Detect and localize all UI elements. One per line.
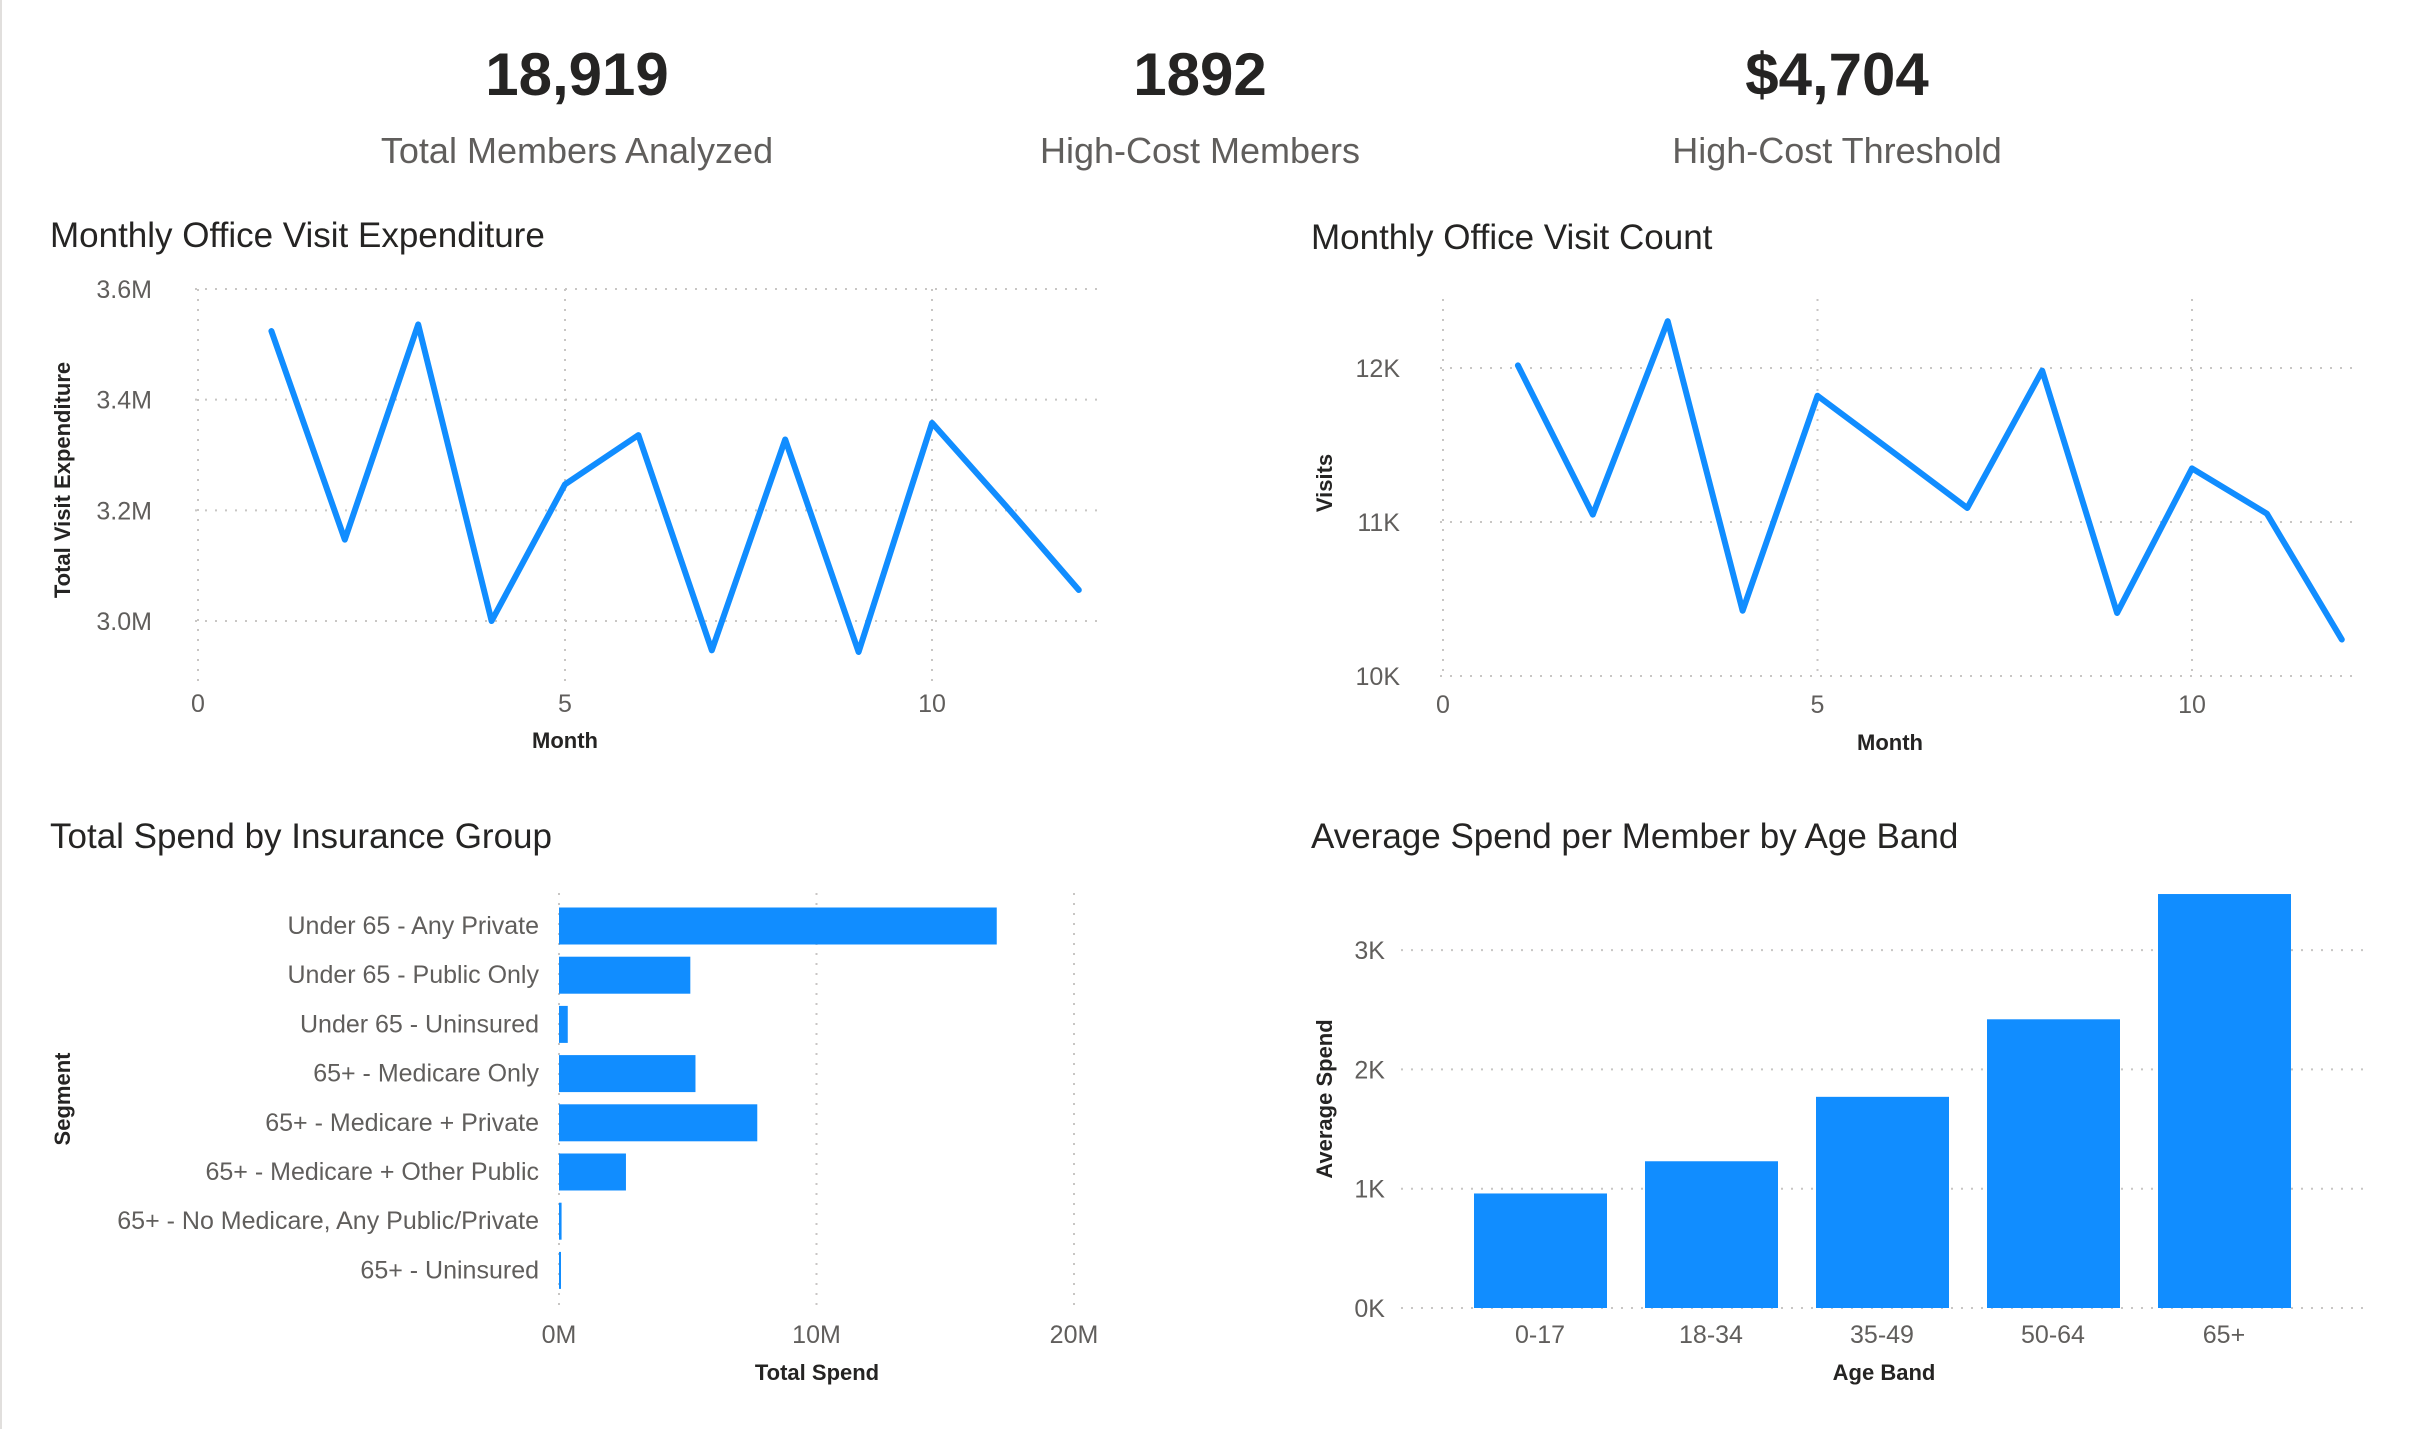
category-label: 65+ - No Medicare, Any Public/Private [117, 1207, 539, 1235]
x-tick-label: 5 [558, 690, 572, 718]
bar [2158, 894, 2291, 1308]
y-axis-title: Visits [1312, 454, 1337, 512]
y-tick-label: 2K [1354, 1056, 1385, 1084]
y-axis-title: Average Spend [1312, 1019, 1337, 1178]
y-axis-title: Total Visit Expenditure [50, 362, 75, 598]
category-label: 65+ - Medicare + Other Public [206, 1158, 540, 1186]
series-line [1514, 318, 2345, 643]
x-tick-label: 0M [542, 1321, 577, 1349]
x-tick-label: 10 [918, 690, 946, 718]
bar [559, 1005, 568, 1043]
x-tick-label: 10M [792, 1321, 841, 1349]
kpi-high-cost-threshold: $4,704 High-Cost Threshold [1672, 41, 2001, 171]
kpi-label: High-Cost Threshold [1672, 130, 2001, 171]
bar [1987, 1019, 2120, 1308]
category-label: 65+ - Medicare Only [313, 1060, 539, 1088]
x-tick-label: 20M [1050, 1321, 1099, 1349]
category-label: Under 65 - Public Only [287, 961, 539, 989]
y-tick-label: 3.4M [96, 387, 152, 415]
bar [559, 1153, 626, 1191]
x-tick-label: 10 [2178, 691, 2206, 719]
y-tick-label: 10K [1356, 663, 1401, 691]
y-tick-label: 1K [1354, 1176, 1385, 1204]
category-label: 65+ - Medicare + Private [265, 1109, 539, 1137]
bar [559, 1251, 561, 1289]
x-axis-title: Total Spend [755, 1360, 879, 1385]
y-axis-title: Segment [50, 1052, 75, 1146]
x-tick-label: 5 [1811, 691, 1825, 719]
category-label: 18-34 [1679, 1321, 1743, 1349]
x-tick-label: 0 [1436, 691, 1450, 719]
bar [1474, 1193, 1607, 1308]
x-axis-title: Month [1857, 730, 1923, 755]
x-tick-label: 0 [191, 690, 205, 718]
canvas-border [0, 0, 2, 1429]
category-label: Under 65 - Any Private [287, 912, 539, 940]
chart-title-age-band: Average Spend per Member by Age Band [1311, 817, 1958, 856]
category-label: 50-64 [2021, 1321, 2085, 1349]
y-tick-label: 0K [1354, 1295, 1385, 1323]
bar [559, 907, 997, 945]
series-line [268, 321, 1082, 655]
y-tick-label: 3.0M [96, 608, 152, 636]
chart-title-expenditure: Monthly Office Visit Expenditure [50, 216, 545, 255]
kpi-label: Total Members Analyzed [381, 130, 773, 171]
chart-title-visit-count: Monthly Office Visit Count [1311, 218, 1713, 257]
category-label: 65+ - Uninsured [360, 1256, 539, 1284]
kpi-label: High-Cost Members [1040, 130, 1360, 171]
kpi-value: 18,919 [485, 41, 669, 108]
category-label: 65+ [2203, 1321, 2245, 1349]
y-tick-label: 11K [1357, 509, 1400, 537]
bar [1816, 1096, 1949, 1308]
kpi-value: 1892 [1133, 41, 1266, 108]
kpi-high-cost-members: 1892 High-Cost Members [1040, 41, 1360, 171]
bar [559, 1055, 696, 1093]
category-label: Under 65 - Uninsured [300, 1010, 539, 1038]
y-tick-label: 3.2M [96, 497, 152, 525]
kpi-value: $4,704 [1745, 41, 1929, 108]
chart-marks: 3.0M 3.2M 3.4M 3.6M 0 5 10 10K 11K 12K 0 5 10 0M 10M 20… [96, 276, 2364, 1349]
bar [559, 956, 691, 994]
y-tick-label: 3K [1354, 937, 1385, 965]
x-axis-title: Age Band [1833, 1360, 1936, 1385]
y-tick-label: 3.6M [96, 276, 152, 304]
y-tick-label: 12K [1356, 355, 1401, 383]
bar [1645, 1161, 1778, 1308]
bar [559, 1202, 562, 1240]
category-label: 0-17 [1515, 1321, 1565, 1349]
chart-title-insurance-group: Total Spend by Insurance Group [50, 817, 552, 856]
kpi-total-members: 18,919 Total Members Analyzed [381, 41, 773, 171]
category-label: 35-49 [1850, 1321, 1914, 1349]
x-axis-title: Month [532, 728, 598, 753]
bar [559, 1104, 758, 1142]
